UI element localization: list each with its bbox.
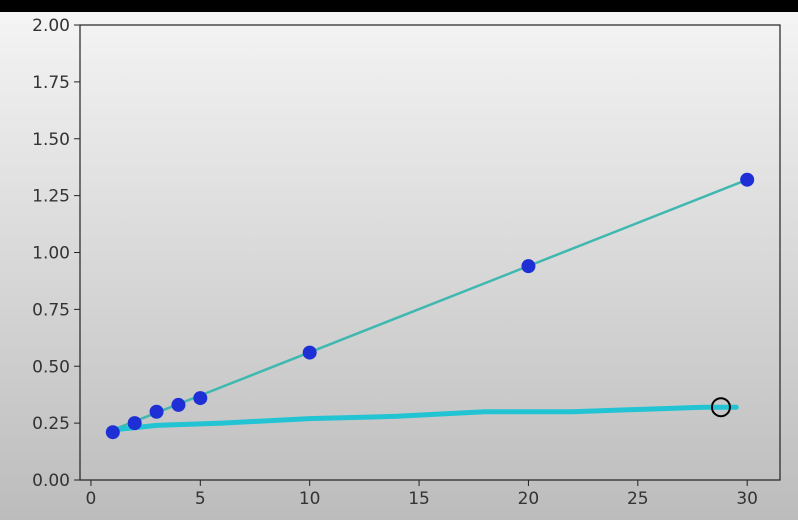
x-tick-label: 15: [408, 489, 430, 509]
x-tick-label: 20: [518, 489, 540, 509]
x-tick-label: 5: [195, 489, 206, 509]
ticks-layer: 0 5 10 15 20 25 30 0.00 0.25 0.50 0.75 1.00 1.25 1.50…: [32, 16, 758, 509]
y-tick-label: 0.50: [32, 357, 70, 377]
data-point: [149, 404, 164, 419]
x-tick-label: 30: [736, 489, 758, 509]
y-tick-label: 1.00: [32, 244, 70, 264]
drawn-curve: [110, 404, 739, 433]
x-tick-label: 10: [299, 489, 321, 509]
x-tick-label: 25: [627, 489, 649, 509]
data-point: [127, 416, 142, 431]
fit-line: [112, 178, 748, 432]
cursor-circle-marker: [710, 397, 731, 418]
y-tick-label: 1.50: [32, 130, 70, 150]
y-tick-label: 0.25: [32, 414, 70, 434]
y-tick-label: 1.25: [32, 187, 70, 207]
series-layer: [105, 172, 755, 440]
y-tick-label: 1.75: [32, 73, 70, 93]
data-point: [302, 345, 317, 360]
x-tick-label: 0: [86, 489, 97, 509]
y-tick-label: 2.00: [32, 16, 70, 36]
data-point: [521, 259, 536, 274]
y-tick-label: 0.75: [32, 300, 70, 320]
data-point: [105, 425, 120, 440]
annotation-layer: [710, 397, 731, 418]
data-point: [193, 391, 208, 406]
data-point: [740, 172, 755, 187]
data-point: [171, 397, 186, 412]
figure-background: [0, 12, 798, 520]
y-tick-label: 0.00: [32, 471, 70, 491]
